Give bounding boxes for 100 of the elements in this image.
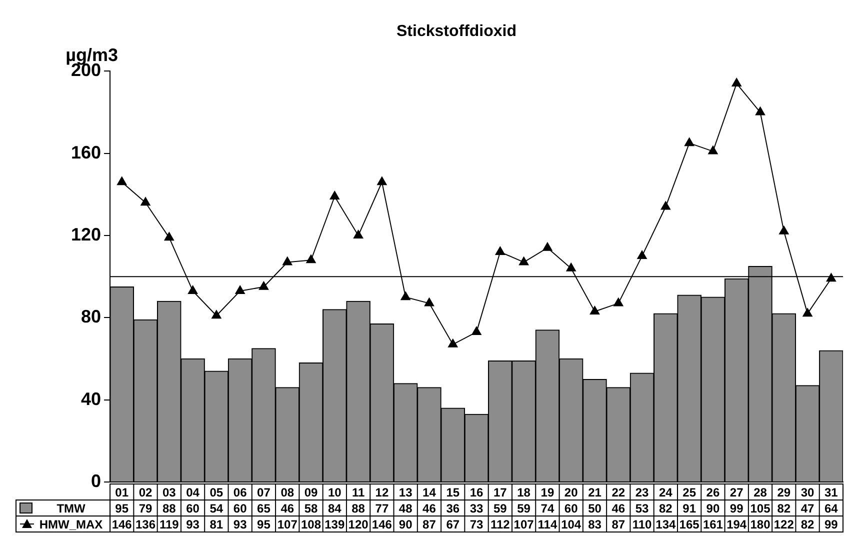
data-label: 53 (635, 501, 650, 516)
data-label: 33 (470, 501, 484, 516)
data-label: 95 (115, 501, 129, 516)
data-label: 46 (422, 501, 436, 516)
point (802, 308, 812, 317)
data-label: 93 (186, 517, 200, 532)
y-tick-label: 80 (81, 306, 102, 327)
data-label: 107 (514, 517, 534, 532)
data-label: 134 (656, 517, 676, 532)
x-tick-label: 13 (398, 485, 413, 500)
x-tick-label: 27 (730, 485, 744, 500)
point (188, 285, 198, 294)
point (660, 201, 670, 210)
data-label: 46 (612, 501, 626, 516)
x-tick-label: 05 (210, 485, 224, 500)
data-label: 93 (233, 517, 248, 532)
data-label: 88 (162, 501, 176, 516)
point (424, 298, 434, 306)
x-tick-label: 06 (233, 485, 248, 500)
x-tick-label: 21 (588, 485, 602, 500)
point (164, 232, 174, 241)
data-label: 99 (824, 517, 838, 532)
point (614, 298, 624, 306)
x-tick-label: 17 (493, 485, 508, 500)
data-label: 60 (564, 501, 578, 516)
point (448, 338, 458, 348)
x-tick-label: 14 (422, 485, 436, 500)
point (637, 250, 647, 260)
data-label: 114 (538, 517, 558, 532)
data-label: 120 (348, 517, 369, 532)
data-label: 59 (493, 501, 508, 516)
point (566, 262, 576, 272)
point (495, 246, 505, 255)
legend-label: HMW_MAX (39, 517, 103, 532)
x-tick-label: 19 (540, 485, 554, 500)
data-label: 88 (352, 501, 366, 516)
point (330, 190, 340, 200)
data-label: 46 (280, 501, 294, 516)
data-label: 91 (682, 501, 696, 516)
data-label: 58 (304, 501, 318, 516)
data-label: 60 (233, 501, 248, 516)
point (755, 106, 766, 116)
data-label: 82 (800, 517, 815, 532)
data-label: 112 (490, 517, 510, 532)
data-label: 84 (328, 501, 342, 516)
data-label: 59 (517, 501, 531, 516)
chart-title: Stickstoffdioxid (396, 23, 517, 40)
x-tick-label: 29 (777, 485, 791, 500)
point (353, 230, 364, 239)
point (212, 310, 222, 319)
y-tick-label: 40 (81, 388, 102, 409)
point (826, 273, 836, 282)
x-tick-label: 04 (186, 485, 200, 500)
x-tick-label: 22 (612, 485, 626, 500)
y-tick-label: 160 (70, 142, 102, 162)
point (117, 176, 127, 186)
point (732, 78, 742, 87)
x-tick-label: 20 (564, 485, 578, 500)
x-tick-label: 12 (375, 485, 389, 500)
data-label: 107 (277, 517, 298, 532)
x-tick-label: 25 (682, 485, 696, 500)
data-label: 50 (588, 501, 602, 516)
data-label: 99 (730, 501, 744, 516)
x-tick-label: 24 (658, 485, 673, 500)
point (779, 226, 789, 234)
point (590, 306, 600, 315)
x-tick-label: 10 (328, 485, 342, 500)
data-label: 83 (588, 517, 602, 532)
data-label: 74 (540, 501, 554, 516)
x-tick-label: 15 (446, 485, 460, 500)
data-label: 95 (257, 517, 271, 532)
x-tick-label: 11 (352, 485, 365, 500)
data-label: 48 (398, 501, 413, 516)
data-label: 161 (702, 517, 724, 532)
point (306, 254, 316, 264)
data-label: 67 (446, 517, 460, 532)
point (542, 242, 552, 251)
y-tick-label: 0 (91, 470, 102, 491)
point (282, 256, 292, 266)
data-label: 82 (777, 501, 791, 516)
data-label: 194 (726, 517, 747, 532)
data-label: 139 (324, 517, 345, 532)
legend-label: TMW (56, 501, 86, 516)
point (258, 281, 269, 290)
data-label: 81 (210, 517, 224, 532)
point (684, 138, 694, 146)
data-label: 165 (679, 517, 700, 532)
data-label: 65 (257, 501, 271, 516)
x-tick-label: 26 (706, 485, 720, 500)
y-tick-label: 120 (70, 224, 102, 244)
point (235, 285, 245, 294)
data-label: 36 (446, 501, 460, 516)
data-label: 64 (824, 501, 838, 516)
x-tick-label: 07 (257, 485, 271, 500)
x-tick-label: 23 (635, 485, 650, 500)
point (377, 176, 387, 186)
data-label: 108 (300, 517, 322, 532)
x-tick-label: 31 (824, 485, 838, 500)
x-tick-label: 18 (517, 485, 531, 500)
data-label: 47 (800, 501, 815, 516)
